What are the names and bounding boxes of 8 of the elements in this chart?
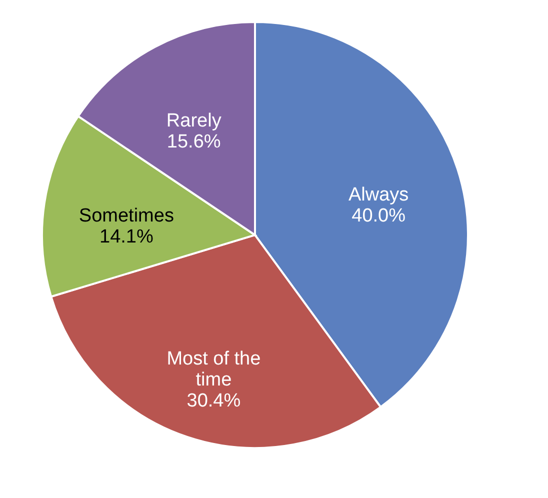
slice-label: Sometimes (78, 206, 174, 227)
slice-label: Always (348, 184, 409, 206)
data-label: 14.1% (100, 226, 154, 248)
data-label: 15.6% (166, 131, 221, 152)
slice-label: Most of the time (166, 348, 261, 390)
data-label: 40.0% (352, 206, 406, 227)
slice-label: Rarely (166, 110, 222, 132)
data-label: 30.4% (186, 390, 241, 412)
